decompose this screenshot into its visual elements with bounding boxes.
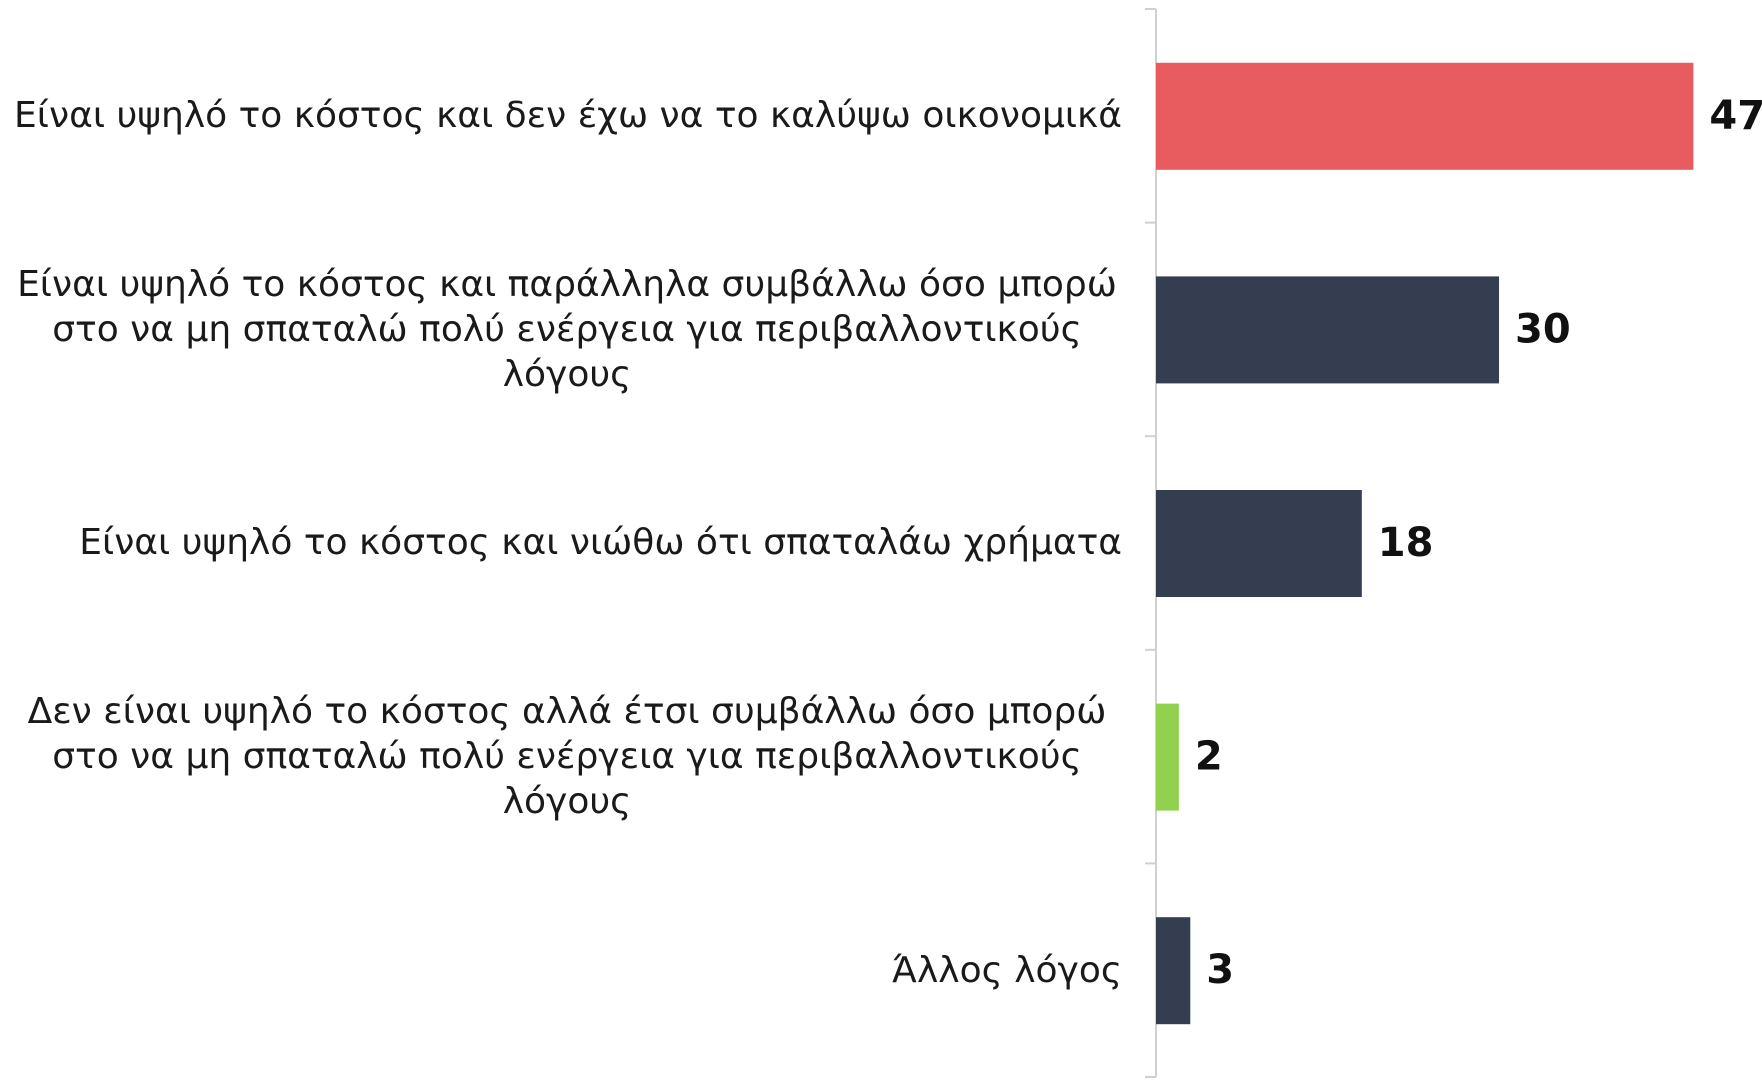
category-label: Είναι υψηλό το κόστος και δεν έχω να το … [14, 95, 1122, 137]
category-label-box: Είναι υψηλό το κόστος και δεν έχω να το … [12, 9, 1122, 223]
category-label: Δεν είναι υψηλό το κόστος αλλά έτσι συμβ… [27, 691, 1107, 823]
value-label: 30 [1515, 306, 1571, 352]
bar [1156, 62, 1694, 170]
bar [1156, 703, 1179, 811]
value-label: 3 [1206, 947, 1234, 993]
bar [1156, 276, 1500, 384]
value-label: 47 [1709, 93, 1762, 139]
value-label: 2 [1195, 734, 1223, 780]
category-label-box: Άλλος λόγος [12, 863, 1122, 1077]
category-label: Άλλος λόγος [892, 949, 1122, 991]
bar [1156, 490, 1362, 597]
category-label-box: Είναι υψηλό το κόστος και παράλληλα συμβ… [12, 223, 1122, 437]
category-label-box: Δεν είναι υψηλό το κόστος αλλά έτσι συμβ… [12, 650, 1122, 864]
value-label: 18 [1378, 520, 1434, 566]
category-label: Είναι υψηλό το κόστος και νιώθω ότι σπατ… [79, 522, 1122, 564]
category-label: Είναι υψηλό το κόστος και παράλληλα συμβ… [17, 263, 1117, 395]
bar [1156, 917, 1191, 1025]
category-label-box: Είναι υψηλό το κόστος και νιώθω ότι σπατ… [12, 436, 1122, 650]
